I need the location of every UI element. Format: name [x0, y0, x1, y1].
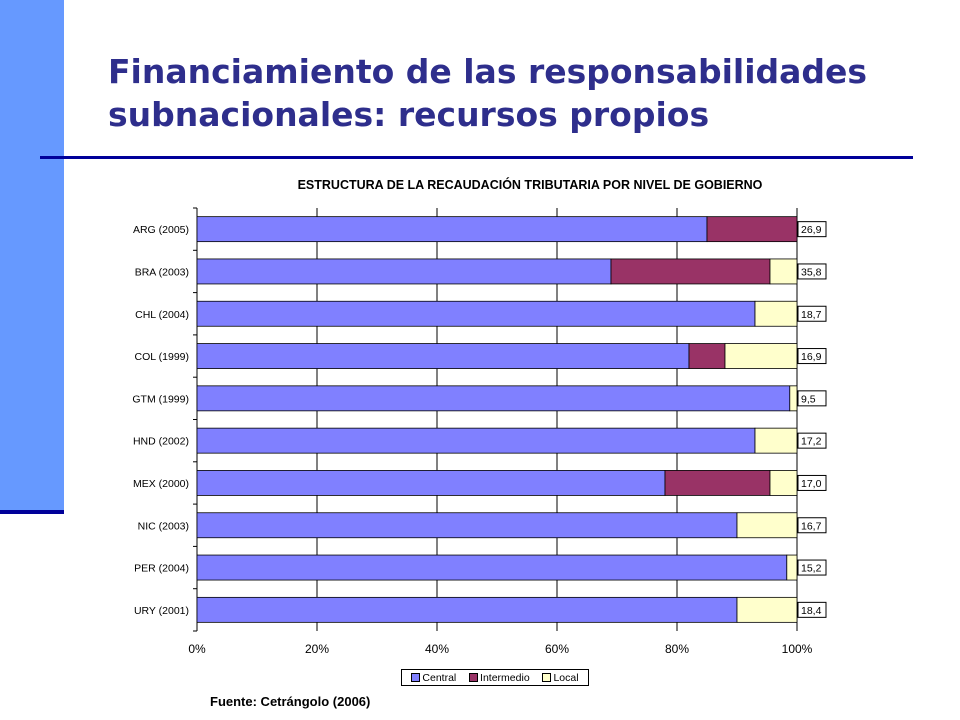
legend-item-local: Local [542, 671, 579, 684]
bar-segment-intermedio [664, 470, 771, 496]
data-label-box [797, 474, 827, 491]
source-note: Fuente: Cetrángolo (2006) [210, 694, 371, 709]
legend-item-intermedio: Intermedio [469, 672, 530, 684]
category-label: ARG (2005) [133, 224, 189, 236]
data-label: 16,9 [801, 351, 822, 363]
category-label: MEX (2000) [133, 478, 189, 490]
bar-segment-central [196, 385, 791, 412]
data-label-box [797, 601, 827, 618]
data-label-box [797, 390, 827, 407]
bar-segment-local [736, 512, 798, 539]
x-tick-label: 80% [665, 642, 689, 656]
bar-segment-local [789, 385, 798, 412]
category-label: CHL (2004) [135, 309, 189, 321]
legend-label-central: Central [422, 671, 457, 684]
bar-segment-central [196, 554, 788, 581]
bar-segment-local [769, 258, 798, 285]
bar-segment-local [769, 470, 798, 496]
x-tick-label: 40% [425, 642, 449, 656]
category-label: HND (2002) [133, 436, 189, 448]
x-tick-label: 60% [545, 642, 569, 656]
bar-segment-local [786, 554, 798, 581]
data-label: 17,0 [801, 478, 822, 490]
data-label-box [797, 305, 827, 322]
data-label-box [797, 432, 827, 449]
data-label: 35,8 [801, 266, 822, 278]
data-label-box [797, 517, 827, 534]
bar-segment-central [196, 512, 738, 539]
category-label: COL (1999) [135, 351, 189, 363]
bar-segment-central [196, 470, 666, 496]
data-label: 17,2 [801, 436, 822, 448]
bar-segment-central [196, 216, 708, 243]
bar-segment-local [754, 300, 798, 327]
side-bar-underline [0, 510, 64, 514]
data-label-box [797, 348, 827, 365]
bar-segment-intermedio [706, 216, 798, 243]
category-label: GTM (1999) [132, 393, 189, 405]
data-label: 9,5 [801, 393, 816, 405]
bar-segment-local [724, 343, 798, 369]
category-label: NIC (2003) [138, 520, 189, 532]
legend-swatch-local [542, 673, 552, 682]
bar-segment-central [196, 300, 756, 327]
bar-segment-intermedio [688, 343, 726, 369]
x-tick-label: 100% [782, 642, 813, 656]
bar-segment-intermedio [610, 258, 771, 285]
slide-title: Financiamiento de las responsabilidades … [108, 52, 868, 134]
x-tick-label: 0% [188, 642, 206, 656]
x-tick-label: 20% [305, 642, 329, 656]
category-label: URY (2001) [134, 605, 189, 617]
legend-label-local: Local [553, 671, 579, 684]
data-label: 18,7 [801, 309, 822, 321]
bar-segment-central [196, 427, 756, 454]
bar-segment-central [196, 258, 612, 285]
bar-segment-central [196, 596, 738, 623]
data-label: 26,9 [801, 224, 822, 236]
bar-segment-central [196, 343, 690, 369]
legend-swatch-intermedio [469, 673, 479, 682]
category-label: BRA (2003) [135, 266, 189, 278]
chart-title: ESTRUCTURA DE LA RECAUDACIÓN TRIBUTARIA … [297, 178, 763, 192]
legend-swatch-central [411, 673, 421, 682]
data-label-box [797, 221, 827, 238]
decorative-side-bar [0, 0, 64, 512]
legend-item-central: Central [411, 672, 456, 684]
data-label: 15,2 [801, 563, 822, 575]
data-label-box [797, 263, 827, 280]
title-divider [40, 156, 913, 159]
category-label: PER (2004) [134, 563, 189, 575]
data-label-box [797, 559, 827, 576]
chart-legend: Central Intermedio Local [401, 669, 589, 686]
bar-segment-local [754, 427, 798, 454]
legend-label-intermedio: Intermedio [480, 671, 530, 684]
bar-segment-local [736, 596, 798, 623]
data-label: 18,4 [801, 605, 822, 617]
data-label: 16,7 [801, 520, 822, 532]
